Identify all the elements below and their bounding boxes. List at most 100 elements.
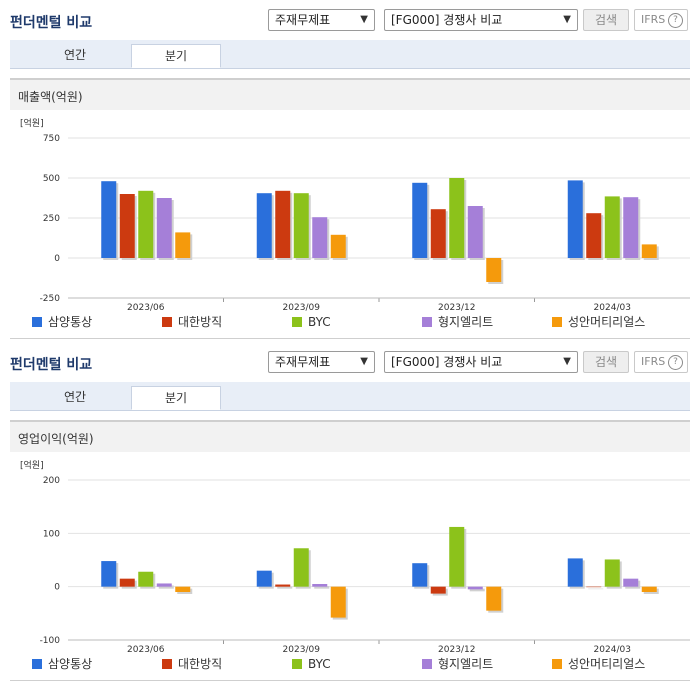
- bar: [119, 578, 135, 587]
- bar: [330, 586, 346, 618]
- chart-container: 영업이익(억원) [억원] 200 100 0 -100 2023/06 2023/09 20…: [10, 420, 690, 681]
- bar: [449, 526, 465, 587]
- ifrs-label: IFRS: [641, 355, 666, 368]
- legend-item[interactable]: 성안머티리얼스: [552, 656, 645, 672]
- legend-swatch: [162, 659, 172, 669]
- bar: [567, 180, 583, 258]
- x-tick-label: 2023/12: [438, 303, 475, 313]
- tab-annual[interactable]: 연간: [63, 390, 87, 404]
- legend-item[interactable]: 대한방직: [162, 314, 222, 330]
- chart-legend: 삼양통상 대한방직 BYC 형지엘리트 성안머티리얼스: [10, 656, 690, 676]
- legend-swatch: [422, 659, 432, 669]
- statement-select[interactable]: 주재무제표 ▼: [268, 9, 375, 31]
- peer-select-value: [FG000] 경쟁사 비교: [391, 355, 503, 369]
- bar: [449, 178, 465, 258]
- bar: [101, 561, 117, 587]
- bar: [119, 194, 135, 258]
- bar: [623, 197, 639, 258]
- bar-shadow: [469, 588, 485, 592]
- peer-select-value: [FG000] 경쟁사 비교: [391, 13, 503, 27]
- tab-quarterly[interactable]: 분기: [131, 44, 221, 68]
- legend-item[interactable]: 삼양통상: [32, 314, 92, 330]
- peer-select[interactable]: [FG000] 경쟁사 비교 ▼: [384, 351, 578, 373]
- bar: [138, 190, 154, 258]
- bar: [430, 586, 446, 594]
- y-tick-label: 500: [43, 174, 60, 184]
- help-icon[interactable]: ?: [668, 355, 683, 370]
- y-tick-label: 100: [43, 529, 60, 539]
- legend-item[interactable]: 대한방직: [162, 656, 222, 672]
- chevron-down-icon: ▼: [563, 14, 571, 25]
- legend-swatch: [422, 317, 432, 327]
- x-tick-label: 2023/06: [127, 303, 165, 313]
- legend-item[interactable]: BYC: [292, 656, 331, 672]
- tab-annual[interactable]: 연간: [63, 48, 87, 62]
- unit-label: [억원]: [20, 117, 44, 129]
- bar: [412, 182, 428, 258]
- x-tick-label: 2024/03: [594, 303, 631, 313]
- bar: [138, 571, 154, 587]
- chevron-down-icon: ▼: [360, 356, 368, 367]
- legend-swatch: [292, 317, 302, 327]
- bar: [604, 559, 620, 587]
- bar: [567, 558, 583, 587]
- legend-item[interactable]: 형지엘리트: [422, 656, 493, 672]
- search-button[interactable]: 검색: [583, 351, 629, 373]
- chart-title-bar: 영업이익(억원): [10, 422, 690, 452]
- legend-item[interactable]: BYC: [292, 314, 331, 330]
- chart-title-bar: 매출액(억원): [10, 80, 690, 110]
- bar: [156, 583, 172, 587]
- legend-label: 형지엘리트: [438, 657, 494, 671]
- y-tick-label: 0: [54, 254, 60, 264]
- bar: [623, 578, 639, 587]
- peer-select[interactable]: [FG000] 경쟁사 비교 ▼: [384, 9, 578, 31]
- x-tick-label: 2023/09: [283, 645, 321, 655]
- legend-label: 삼양통상: [48, 315, 93, 329]
- ifrs-button[interactable]: IFRS ?: [634, 351, 688, 373]
- revenue-bar-chart: [억원] 750 500 250 0 -250 2023/06 2023/09 2023/12 2…: [20, 117, 690, 313]
- legend-swatch: [162, 317, 172, 327]
- period-tabs: 연간 분기: [10, 382, 690, 411]
- bar: [486, 258, 502, 282]
- statement-select-value: 주재무제표: [275, 13, 331, 27]
- y-tick-label: 750: [43, 134, 60, 144]
- statement-select[interactable]: 주재무제표 ▼: [268, 351, 375, 373]
- bar: [175, 586, 191, 592]
- search-button[interactable]: 검색: [583, 9, 629, 31]
- y-tick-label: 250: [43, 214, 60, 224]
- bar: [641, 586, 657, 592]
- statement-select-value: 주재무제표: [275, 355, 331, 369]
- bar-shadow: [314, 586, 330, 589]
- y-tick-label: -100: [40, 636, 61, 646]
- bar: [256, 193, 272, 258]
- bar-shadow: [158, 585, 174, 589]
- chart-title: 매출액(억원): [18, 90, 83, 104]
- legend-label: BYC: [308, 315, 331, 329]
- bar: [430, 209, 446, 258]
- chart-title: 영업이익(억원): [18, 432, 94, 446]
- panel-title: 펀더멘털 비교: [10, 357, 93, 373]
- unit-label: [억원]: [20, 459, 44, 471]
- panel-header: 펀더멘털 비교 주재무제표 ▼ [FG000] 경쟁사 비교 ▼ 검색 IFRS…: [0, 0, 696, 40]
- bar: [275, 190, 291, 258]
- bar: [275, 584, 291, 587]
- x-tick-label: 2024/03: [594, 645, 631, 655]
- chevron-down-icon: ▼: [360, 14, 368, 25]
- bar: [156, 198, 172, 258]
- chart-container: 매출액(억원) [억원] 750 500 250 0 -250 2023/06 2023/09…: [10, 78, 690, 339]
- legend-item[interactable]: 성안머티리얼스: [552, 314, 645, 330]
- legend-label: 형지엘리트: [438, 315, 494, 329]
- legend-item[interactable]: 삼양통상: [32, 656, 92, 672]
- period-tabs: 연간 분기: [10, 40, 690, 69]
- legend-item[interactable]: 형지엘리트: [422, 314, 493, 330]
- y-tick-label: -250: [40, 294, 61, 304]
- bar-shadow: [588, 588, 604, 590]
- bar: [412, 563, 428, 587]
- tab-quarterly[interactable]: 분기: [131, 386, 221, 410]
- bar: [586, 213, 602, 258]
- ifrs-button[interactable]: IFRS ?: [634, 9, 688, 31]
- x-tick-label: 2023/06: [127, 645, 165, 655]
- legend-swatch: [32, 317, 42, 327]
- bar: [330, 234, 346, 258]
- help-icon[interactable]: ?: [668, 13, 683, 28]
